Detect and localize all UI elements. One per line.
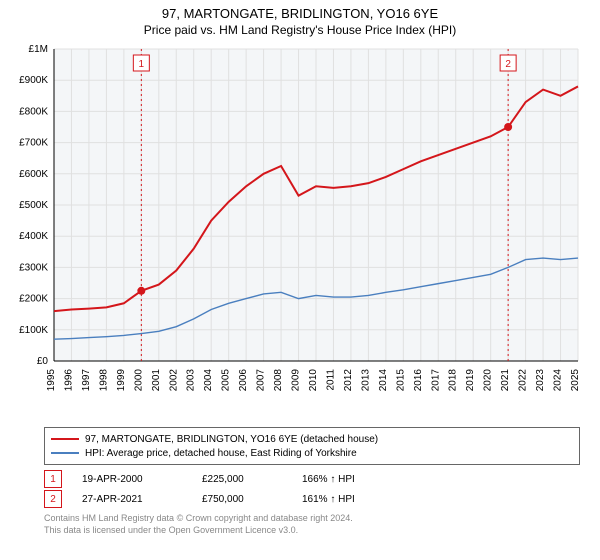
chart-area: £0 £100K £200K £300K £400K £500K £600K £700K £80…	[10, 41, 590, 421]
svg-text:1: 1	[139, 59, 145, 70]
svg-text:£500K: £500K	[19, 200, 48, 211]
svg-text:2019: 2019	[465, 369, 476, 392]
legend-swatch	[51, 438, 79, 440]
svg-text:1997: 1997	[81, 369, 92, 392]
svg-text:1995: 1995	[46, 369, 57, 392]
event-marker-icon: 2	[44, 490, 62, 508]
svg-text:2023: 2023	[535, 369, 546, 392]
svg-text:£900K: £900K	[19, 75, 48, 86]
event-price: £225,000	[202, 474, 282, 485]
title-block: 97, MARTONGATE, BRIDLINGTON, YO16 6YE Pr…	[0, 0, 600, 41]
svg-text:1999: 1999	[116, 369, 127, 392]
svg-text:2004: 2004	[203, 369, 214, 392]
svg-text:2010: 2010	[308, 369, 319, 392]
svg-text:2007: 2007	[256, 369, 267, 392]
legend-swatch	[51, 452, 79, 454]
event-row: 1 19-APR-2000 £225,000 166% ↑ HPI	[44, 469, 580, 489]
legend: 97, MARTONGATE, BRIDLINGTON, YO16 6YE (d…	[44, 427, 580, 465]
svg-text:£300K: £300K	[19, 262, 48, 273]
svg-text:1996: 1996	[63, 369, 74, 392]
event-hpi: 166% ↑ HPI	[302, 474, 402, 485]
svg-text:2002: 2002	[168, 369, 179, 392]
svg-text:£800K: £800K	[19, 106, 48, 117]
event-row: 2 27-APR-2021 £750,000 161% ↑ HPI	[44, 489, 580, 509]
legend-label: 97, MARTONGATE, BRIDLINGTON, YO16 6YE (d…	[85, 434, 378, 445]
page-title: 97, MARTONGATE, BRIDLINGTON, YO16 6YE	[0, 6, 600, 21]
svg-text:2018: 2018	[448, 369, 459, 392]
svg-text:2016: 2016	[413, 369, 424, 392]
svg-text:2008: 2008	[273, 369, 284, 392]
event-marker-icon: 1	[44, 470, 62, 488]
svg-text:£400K: £400K	[19, 231, 48, 242]
footer-line: Contains HM Land Registry data © Crown c…	[44, 513, 580, 525]
svg-text:£100K: £100K	[19, 325, 48, 336]
svg-text:2003: 2003	[186, 369, 197, 392]
svg-text:£1M: £1M	[29, 44, 48, 55]
events-table: 1 19-APR-2000 £225,000 166% ↑ HPI 2 27-A…	[44, 469, 580, 509]
event-date: 19-APR-2000	[82, 474, 182, 485]
svg-text:£200K: £200K	[19, 294, 48, 305]
event-date: 27-APR-2021	[82, 494, 182, 505]
svg-text:2015: 2015	[395, 369, 406, 392]
svg-text:2012: 2012	[343, 369, 354, 392]
svg-text:£600K: £600K	[19, 169, 48, 180]
svg-text:2025: 2025	[570, 369, 581, 392]
page-root: 97, MARTONGATE, BRIDLINGTON, YO16 6YE Pr…	[0, 0, 600, 560]
svg-text:2011: 2011	[325, 369, 336, 391]
svg-text:2005: 2005	[221, 369, 232, 392]
footer: Contains HM Land Registry data © Crown c…	[44, 513, 580, 536]
svg-text:£700K: £700K	[19, 138, 48, 149]
svg-text:2014: 2014	[378, 369, 389, 392]
line-chart-svg: £0 £100K £200K £300K £400K £500K £600K £700K £80…	[10, 41, 590, 421]
event-price: £750,000	[202, 494, 282, 505]
svg-text:2017: 2017	[430, 369, 441, 392]
legend-label: HPI: Average price, detached house, East…	[85, 448, 357, 459]
svg-text:2001: 2001	[151, 369, 162, 392]
svg-text:2013: 2013	[360, 369, 371, 392]
legend-row: 97, MARTONGATE, BRIDLINGTON, YO16 6YE (d…	[51, 432, 573, 446]
svg-text:2021: 2021	[500, 369, 511, 392]
svg-text:£0: £0	[37, 356, 49, 367]
svg-text:2000: 2000	[133, 369, 144, 392]
svg-text:1998: 1998	[98, 369, 109, 392]
legend-row: HPI: Average price, detached house, East…	[51, 446, 573, 460]
svg-text:2: 2	[505, 59, 511, 70]
svg-text:2024: 2024	[553, 369, 564, 392]
svg-text:2006: 2006	[238, 369, 249, 392]
svg-text:2022: 2022	[518, 369, 529, 392]
svg-text:2020: 2020	[483, 369, 494, 392]
svg-text:2009: 2009	[291, 369, 302, 392]
footer-line: This data is licensed under the Open Gov…	[44, 525, 580, 537]
event-hpi: 161% ↑ HPI	[302, 494, 402, 505]
page-subtitle: Price paid vs. HM Land Registry's House …	[0, 23, 600, 37]
